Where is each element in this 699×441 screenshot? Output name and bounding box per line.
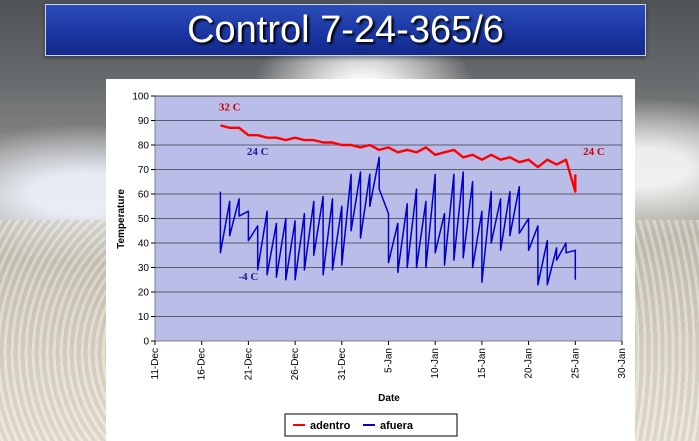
y-tick-label: 30	[138, 263, 150, 274]
slide-title: Control 7-24-365/6	[187, 9, 504, 51]
legend-afuera-label: afuera	[380, 420, 414, 432]
y-tick-label: 100	[132, 92, 149, 103]
y-tick-label: 70	[138, 165, 150, 176]
y-tick-label: 50	[138, 214, 150, 225]
x-tick-label: 15-Jan	[477, 348, 488, 379]
x-tick-label: 11-Dec	[150, 348, 161, 380]
x-tick-label: 5-Jan	[384, 348, 395, 373]
x-tick-label: 31-Dec	[337, 348, 348, 380]
annotation-label: -4 C	[238, 271, 258, 283]
x-axis-title: Date	[378, 393, 400, 404]
y-tick-label: 10	[138, 312, 150, 323]
title-banner: Control 7-24-365/6	[45, 4, 646, 56]
y-tick-label: 40	[138, 239, 150, 250]
chart-panel: 0 10 20 30 40 50 60 70 80 90 100 11-Dec 16-Dec 21-De…	[106, 79, 635, 441]
y-tick-label: 80	[138, 141, 150, 152]
legend: adentro afuera	[284, 413, 458, 437]
series-layer	[219, 124, 577, 286]
series-line-adentro	[220, 124, 577, 193]
y-tick-label: 20	[138, 288, 150, 299]
legend-adentro-label: adentro	[310, 420, 351, 432]
x-tick-label: 25-Jan	[570, 348, 581, 379]
series-line-afuera	[219, 156, 577, 286]
x-tick-label: 30-Jan	[617, 348, 628, 379]
x-tick-label: 26-Dec	[290, 348, 301, 380]
y-axis-ticks: 0 10 20 30 40 50 60 70 80 90 100	[132, 92, 155, 348]
annotation-label: 24 C	[247, 146, 269, 158]
y-axis-title: Temperature	[116, 189, 127, 249]
y-tick-label: 90	[138, 116, 150, 127]
y-tick-label: 0	[143, 337, 149, 348]
annotations: 32 C 24 C -4 C 24 C	[219, 102, 605, 283]
x-tick-label: 21-Dec	[243, 348, 254, 380]
y-tick-label: 60	[138, 190, 150, 201]
annotation-label: 32 C	[219, 102, 241, 114]
x-tick-label: 20-Jan	[524, 348, 535, 379]
temperature-chart: 0 10 20 30 40 50 60 70 80 90 100 11-Dec 16-Dec 21-De…	[116, 92, 628, 437]
annotation-label: 24 C	[583, 146, 605, 158]
x-axis-ticks: 11-Dec 16-Dec 21-Dec 26-Dec 31-Dec 5-Jan 10-Ja…	[150, 341, 628, 380]
x-tick-label: 10-Jan	[430, 348, 441, 379]
x-tick-label: 16-Dec	[197, 348, 208, 380]
